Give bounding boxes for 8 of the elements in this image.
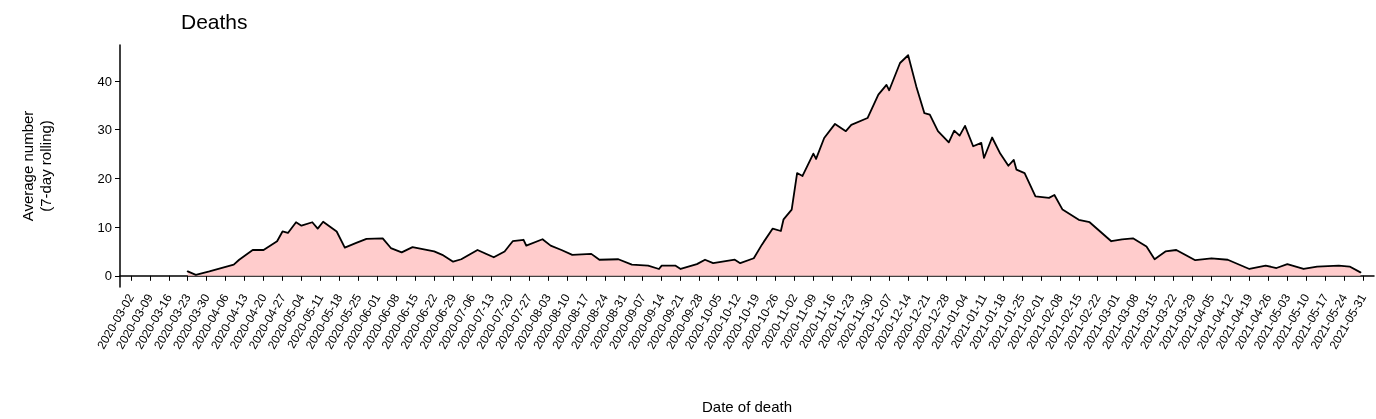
x-axis-title: Date of death bbox=[701, 398, 793, 415]
y-tick-label: 20 bbox=[97, 170, 112, 186]
y-tick-label: 0 bbox=[104, 268, 112, 284]
chart-title: Deaths bbox=[181, 10, 248, 33]
y-tick-label: 40 bbox=[97, 73, 112, 89]
y-axis-title: Average number (7-day rolling) bbox=[18, 110, 54, 222]
y-tick-label: 30 bbox=[97, 122, 112, 138]
y-tick-label: 10 bbox=[97, 219, 112, 235]
